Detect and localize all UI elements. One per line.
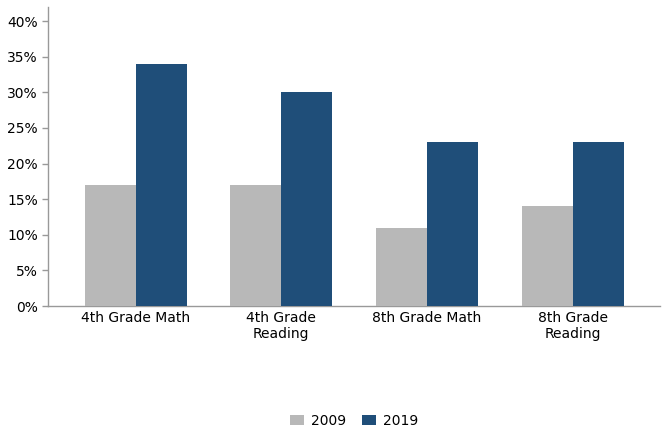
Bar [281,92,332,306]
Bar [573,142,624,306]
Bar [85,185,135,306]
Bar [230,185,281,306]
Bar [522,206,573,306]
Bar [376,228,427,306]
Legend: 2009, 2019: 2009, 2019 [284,409,424,425]
Bar [135,64,187,306]
Bar [427,142,478,306]
